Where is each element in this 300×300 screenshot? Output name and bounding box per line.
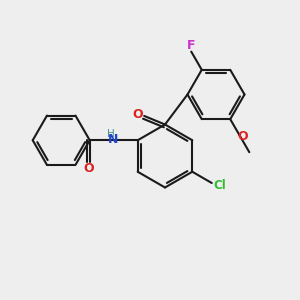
Text: O: O (132, 108, 143, 121)
Text: Cl: Cl (213, 179, 226, 192)
Text: F: F (186, 38, 195, 52)
Text: N: N (108, 133, 118, 146)
Text: H: H (107, 129, 115, 139)
Text: O: O (238, 130, 248, 143)
Text: O: O (84, 162, 94, 175)
